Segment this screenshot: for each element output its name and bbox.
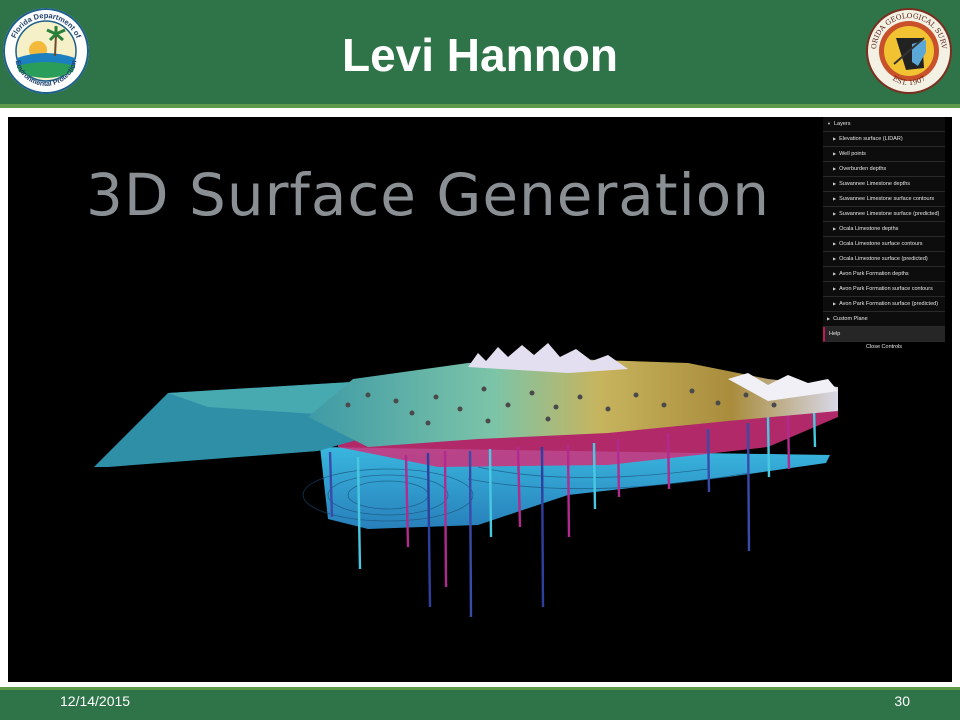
layer-item[interactable]: ▶ Avon Park Formation depths <box>823 267 945 282</box>
custom-plane-label: Custom Plane <box>833 316 868 322</box>
fgs-seal-icon: FLORIDA GEOLOGICAL SURVEY EST. 1907 <box>863 2 952 94</box>
layer-item[interactable]: ▶ Ocala Limestone depths <box>823 222 945 237</box>
triangle-icon: ▶ <box>833 166 837 171</box>
triangle-icon: ▶ <box>827 316 831 321</box>
layer-item[interactable]: ▶ Ocala Limestone surface (predicted) <box>823 252 945 267</box>
triangle-icon: ▶ <box>833 286 837 291</box>
slide-header <box>0 0 960 107</box>
triangle-icon: ▼ <box>827 121 831 126</box>
layers-label: Layers <box>833 121 851 127</box>
layer-item[interactable]: ▶ Suwannee Limestone surface (predicted) <box>823 207 945 222</box>
layer-label: Well points <box>839 151 866 157</box>
triangle-icon: ▶ <box>833 226 837 231</box>
layer-label: Suwannee Limestone depths <box>839 181 911 187</box>
header-divider <box>0 104 960 108</box>
layer-item[interactable]: ▶ Avon Park Formation surface (predicted) <box>823 297 945 312</box>
triangle-icon: ▶ <box>833 136 837 141</box>
layer-label: Ocala Limestone surface (predicted) <box>839 256 928 262</box>
close-controls-button[interactable]: Close Controls <box>865 344 903 350</box>
triangle-icon: ▶ <box>833 181 837 186</box>
layer-label: Elevation surface (LIDAR) <box>839 136 903 142</box>
layer-label: Avon Park Formation surface contours <box>839 286 933 292</box>
custom-plane-toggle[interactable]: ▶ Custom Plane <box>823 312 945 327</box>
layer-label: Avon Park Formation surface (predicted) <box>839 301 939 307</box>
triangle-icon: ▶ <box>833 211 837 216</box>
triangle-icon: ▶ <box>833 151 837 156</box>
layer-item[interactable]: ▶ Suwannee Limestone depths <box>823 177 945 192</box>
triangle-icon: ▶ <box>833 196 837 201</box>
slide-footer <box>0 690 960 720</box>
layer-item[interactable]: ▶ Overburden depths <box>823 162 945 177</box>
layer-item[interactable]: ▶ Suwannee Limestone surface contours <box>823 192 945 207</box>
layers-toggle[interactable]: ▼ Layers <box>823 117 945 132</box>
layer-item[interactable]: ▶ Elevation surface (LIDAR) <box>823 132 945 147</box>
layer-label: Ocala Limestone depths <box>839 226 899 232</box>
surface-visualization <box>94 343 838 618</box>
layer-label: Overburden depths <box>839 166 887 172</box>
triangle-icon: ▶ <box>833 256 837 261</box>
footer-divider <box>0 687 960 690</box>
slide-date: 12/14/2015 <box>60 693 131 709</box>
slide-title: Levi Hannon <box>341 29 619 81</box>
layer-label: Suwannee Limestone surface contours <box>839 196 935 202</box>
dep-seal-icon: Florida Department of Environmental Prot… <box>3 8 89 94</box>
layer-label: Ocala Limestone surface contours <box>839 241 923 247</box>
controls-panel: ▼ Layers ▶ Elevation surface (LIDAR) ▶ Well… <box>823 117 945 352</box>
layer-item[interactable]: ▶ Ocala Limestone surface contours <box>823 237 945 252</box>
help-button[interactable]: Help <box>823 327 945 342</box>
layer-label: Avon Park Formation depths <box>839 271 909 277</box>
layer-label: Suwannee Limestone surface (predicted) <box>839 211 940 217</box>
slide-page-number: 30 <box>894 693 910 709</box>
triangle-icon: ▶ <box>833 301 837 306</box>
layer-item[interactable]: ▶ Well points <box>823 147 945 162</box>
layer-item[interactable]: ▶ Avon Park Formation surface contours <box>823 282 945 297</box>
triangle-icon: ▶ <box>833 241 837 246</box>
screenshot-3d-viewer: 3D Surface Generation ▼ Layers ▶ Elevation… <box>8 117 952 682</box>
viewer-heading: 3D Surface Generation <box>86 161 770 229</box>
triangle-icon: ▶ <box>833 271 837 276</box>
